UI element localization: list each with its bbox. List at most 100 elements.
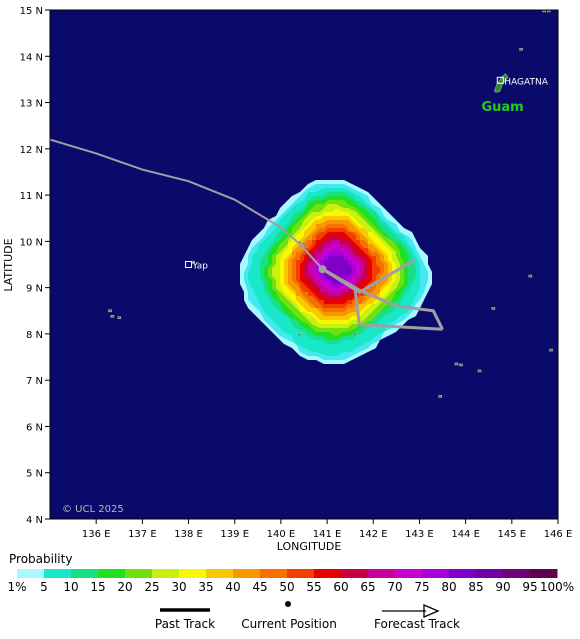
latitude-tick-label: 5 N [26,469,43,480]
probability-contour [320,256,352,284]
legend-scale-labels: 1% 5 10 15 20 25 30 35 40 45 50 55 60 65 70 75 80 85 90 95 1… [7,580,574,594]
longitude-tick-label: 142 E [359,529,388,540]
atoll-marker [459,363,463,367]
forecast-track-key-arrowhead [423,604,440,618]
legend-swatch [530,569,558,578]
map-frame [49,9,559,520]
legend-swatch [395,569,423,578]
legend-swatch [17,569,45,578]
latitude-tick-label: 15 N [20,6,43,17]
probability-swath [240,180,432,364]
longitude-tick-label: 144 E [451,529,480,540]
atoll-marker [546,10,551,13]
place-marker [496,76,504,84]
legend-swatch [98,569,126,578]
legend-swatch [341,569,369,578]
legend-swatch [206,569,234,578]
atoll-marker [542,10,546,13]
legend-scale-label: 50 [279,580,294,594]
legend-swatch [179,569,207,578]
legend-swatch [368,569,396,578]
latitude-tick-label: 13 N [20,99,43,110]
atoll-marker [454,362,459,366]
legend-swatch [314,569,342,578]
copyright-label: © UCL 2025 [62,504,124,515]
legend-scale-label: 30 [171,580,186,594]
map-panel: HAGATNA Yap Guam © UCL 2025 [49,9,559,520]
current-position-marker [318,265,327,274]
latitude-tick-label: 7 N [26,376,43,387]
latitude-tick-label: 10 N [20,237,43,248]
legend-scale-label: 15 [90,580,105,594]
atoll-marker [438,395,443,398]
longitude-tick-label: 145 E [498,529,527,540]
atoll-marker [297,333,302,337]
longitude-tick-label: 136 E [82,529,111,540]
legend-title: Probability [9,552,72,566]
atoll-marker [477,369,482,373]
latitude-tick-label: 9 N [26,284,43,295]
legend-swatch [71,569,99,578]
storm-tracks [50,138,444,331]
legend-swatch [449,569,477,578]
atoll-marker [108,309,112,313]
longitude-tick-label: 137 E [128,529,157,540]
longitude-tick-label: 140 E [267,529,296,540]
longitude-tick-label: 139 E [220,529,249,540]
latitude-tick-label: 12 N [20,145,43,156]
legend-swatch [503,569,531,578]
legend-scale-label: 90 [495,580,510,594]
atoll-marker [117,316,122,320]
legend-scale-label: 20 [117,580,132,594]
legend-scale-label: 1% [7,580,26,594]
current-position-key-label: Current Position [241,617,337,631]
longitude-tick-label: 143 E [405,529,434,540]
longitude-tick-label: 146 E [544,529,573,540]
latitude-tick-label: 6 N [26,422,43,433]
place-label: HAGATNA [504,77,548,87]
legend-scale-label: 45 [252,580,267,594]
legend-scale-label: 5 [40,580,48,594]
legend-swatch [152,569,180,578]
legend-scale-label: 65 [360,580,375,594]
legend-swatch [44,569,72,578]
legend-swatch [260,569,288,578]
legend-scale-label: 85 [468,580,483,594]
place-markers: HAGATNA Yap Guam [185,76,549,272]
atoll-marker [528,274,533,278]
probability-legend: Probability 1% 5 10 15 20 25 30 35 40 45 50 55 60 65 7… [7,552,574,594]
longitude-tick-label: 141 E [313,529,342,540]
legend-scale-label: 95 [522,580,537,594]
atoll-marker [110,315,115,318]
legend-scale-label: 75 [414,580,429,594]
legend-scale-label: 55 [306,580,321,594]
legend-swatch [422,569,450,578]
forecast-track-line [321,258,416,295]
x-axis-title: LONGITUDE [277,540,342,553]
current-position-key-dot [285,601,291,607]
legend-swatch [233,569,261,578]
legend-scale-label: 70 [387,580,402,594]
atoll-marker [302,242,306,245]
track-key: Past Track Current Position Forecast Tra… [155,601,460,631]
longitude-tick-label: 138 E [174,529,203,540]
latitude-tick-label: 14 N [20,52,43,63]
legend-scale-label: 35 [198,580,213,594]
atoll-marker [519,48,523,51]
place-label: Yap [192,262,209,272]
latitude-tick-label: 11 N [20,191,43,202]
legend-scale-label: 40 [225,580,240,594]
legend-swatch [125,569,153,578]
place-marker [185,261,193,268]
legend-swatch [476,569,504,578]
past-track-line [50,138,324,270]
y-axis-title: LATITUDE [2,238,15,291]
legend-scale-label: 100% [540,580,574,594]
latitude-tick-label: 8 N [26,330,43,341]
legend-scale-label: 80 [441,580,456,594]
legend-swatch [287,569,315,578]
legend-scale-label: 10 [63,580,78,594]
latitude-tick-label: 4 N [26,515,43,526]
latitude-axis: 15 N 14 N 13 N 12 N 11 N 10 N 9 N 8 N 7 N 6 N 5 N 4… [20,6,50,526]
